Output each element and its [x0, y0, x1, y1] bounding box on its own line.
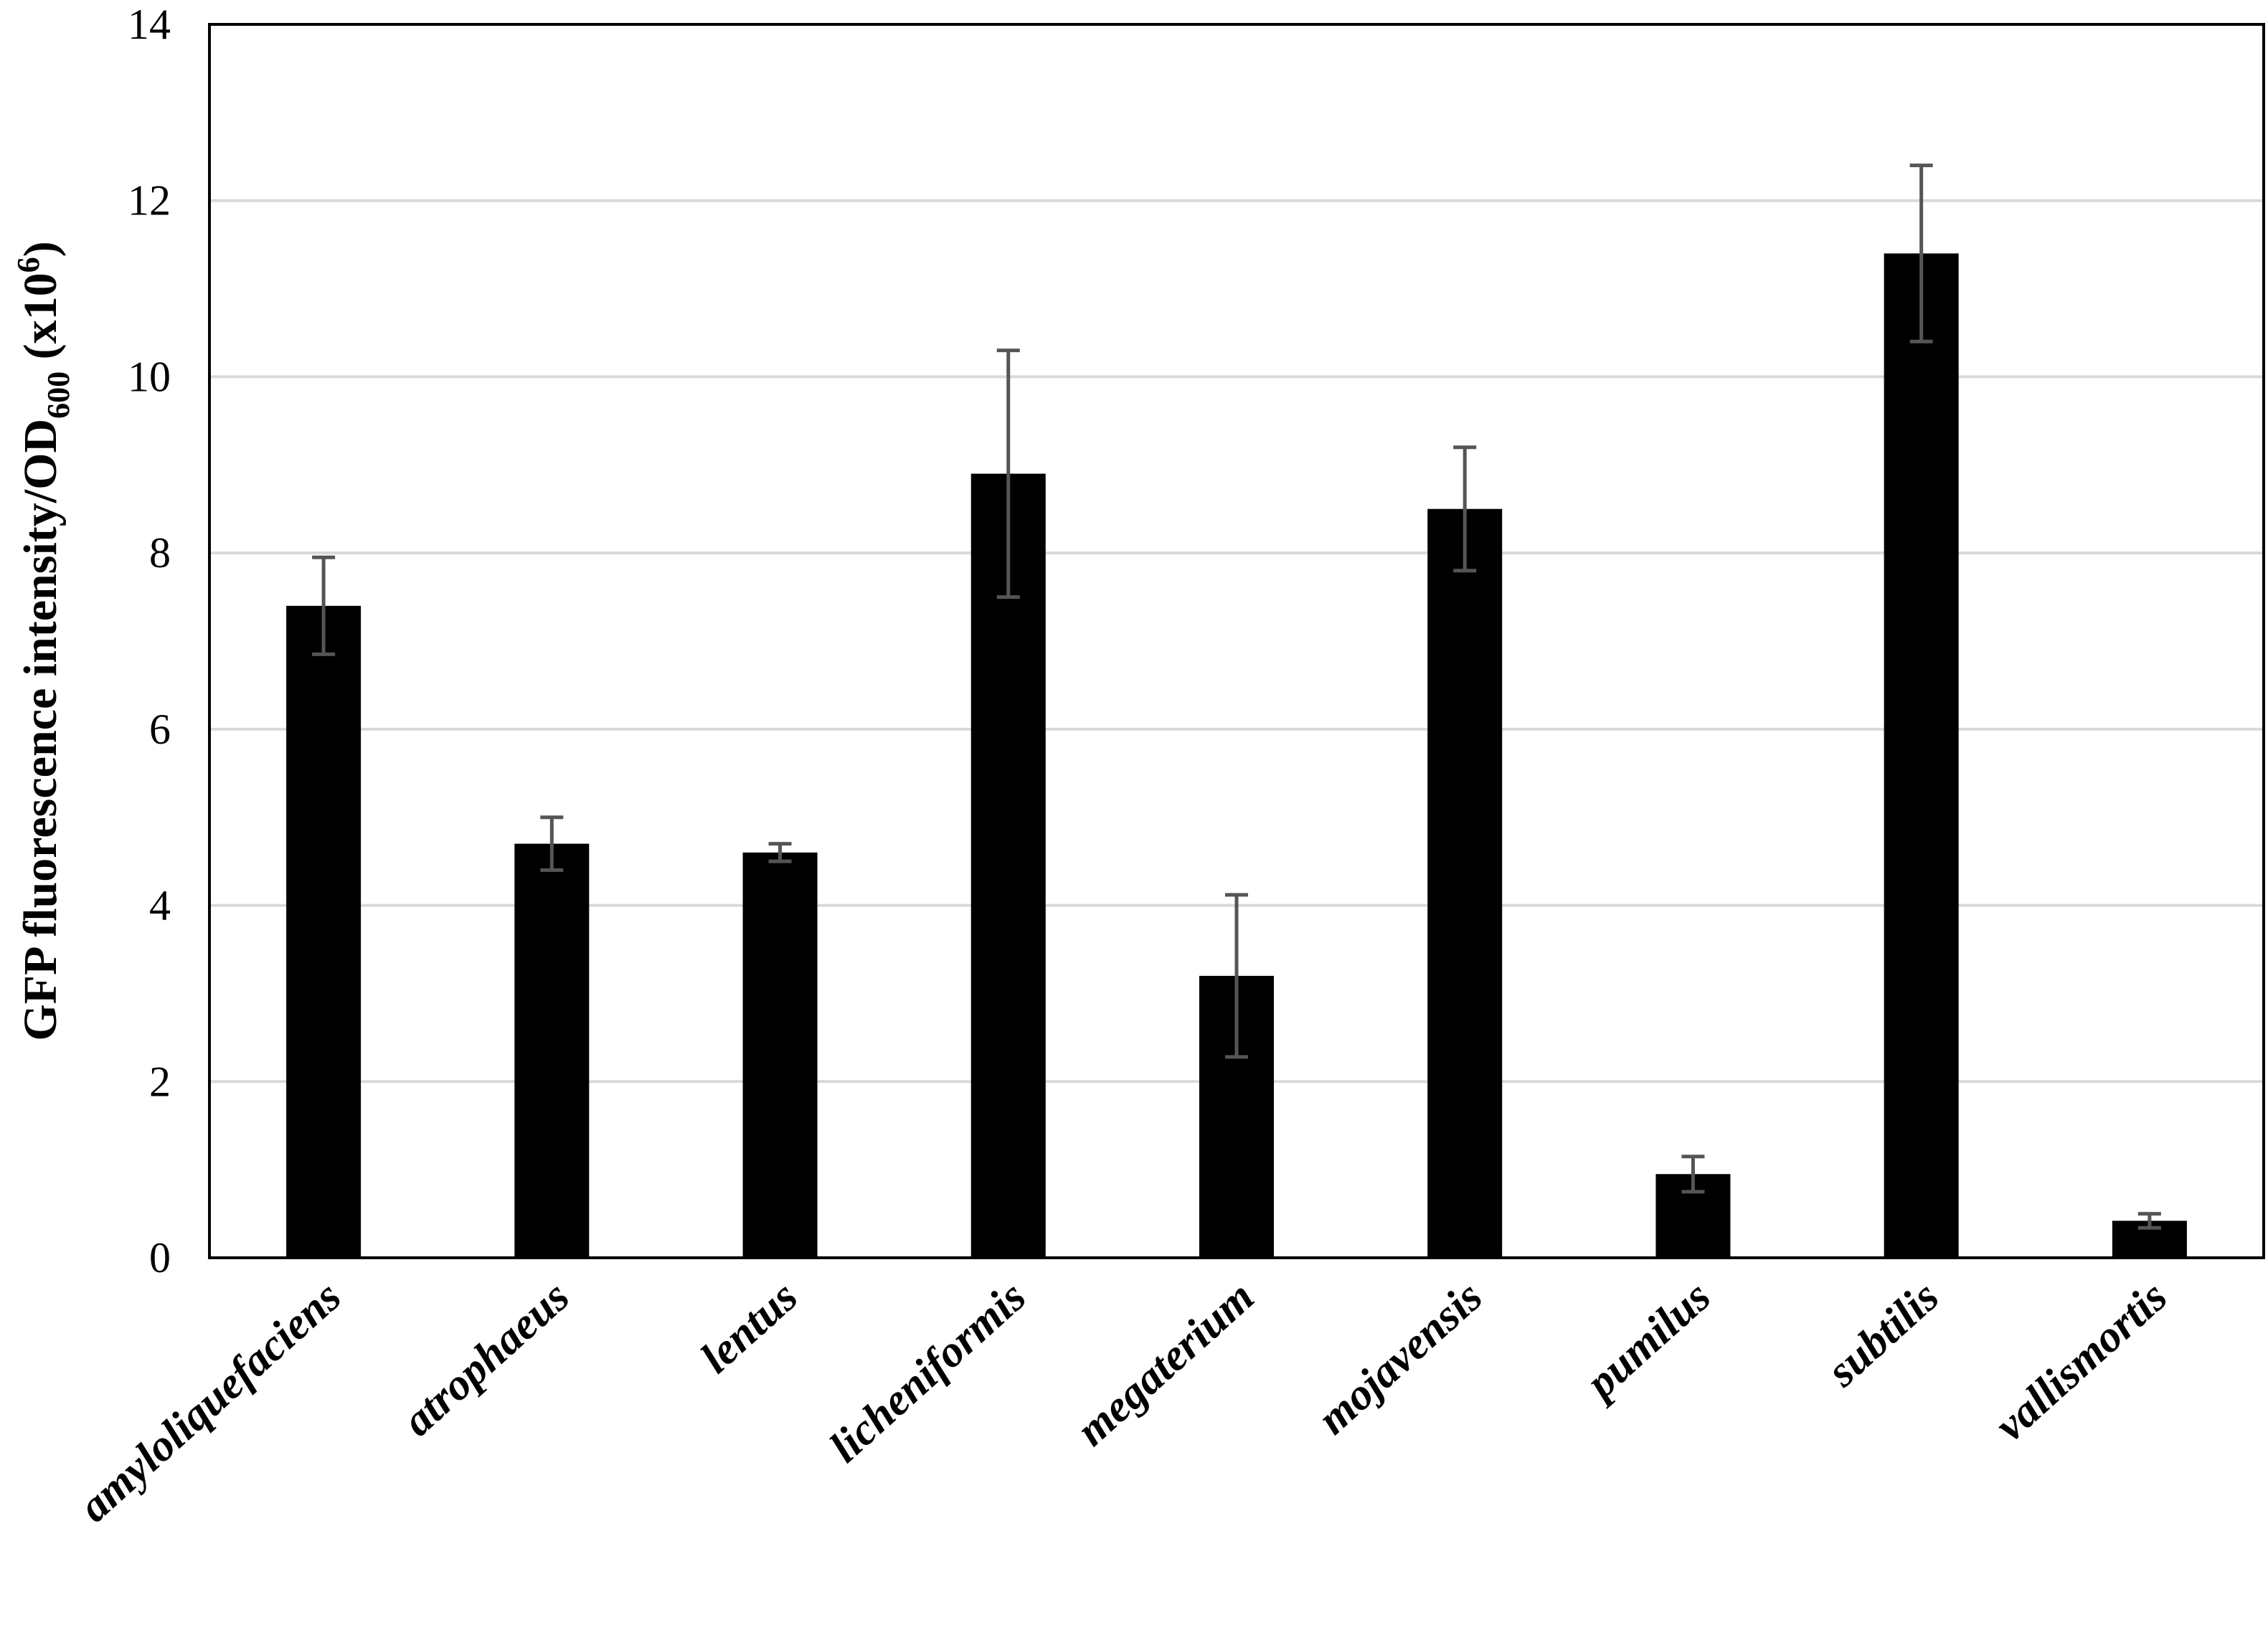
y-tick-label: 4 [149, 882, 171, 929]
x-category-label: lentus [691, 1272, 807, 1383]
y-axis-title-main: GFP fluorescence intensity/OD [14, 419, 67, 1041]
bar-licheniformis [970, 473, 1046, 1258]
y-axis-title-close: ) [14, 241, 67, 257]
x-category-label: pumilus [1574, 1272, 1720, 1410]
y-tick-label: 10 [128, 353, 171, 400]
x-category-label: mojavensis [1308, 1272, 1491, 1444]
error-bar-atrophaeus [540, 815, 564, 872]
error-bars [312, 163, 2161, 1230]
y-axis-title-suffix: (x10 [14, 272, 67, 371]
y-axis-title-superscript: 6 [11, 257, 46, 272]
x-category-label: amyloliquefaciens [70, 1272, 350, 1532]
y-tick-label: 6 [149, 706, 171, 753]
y-tick-label: 8 [149, 529, 171, 577]
bar-atrophaeus [514, 843, 590, 1258]
y-tick-label: 2 [149, 1058, 171, 1105]
x-category-label: subtilis [1818, 1272, 1948, 1396]
y-tick-label: 12 [128, 177, 171, 224]
plot-area-frame [208, 23, 2265, 1259]
error-bar-pumilus [1681, 1155, 1705, 1194]
bar-subtilis [1884, 253, 1959, 1258]
bar-lentus [742, 852, 818, 1258]
x-category-label: licheniformis [821, 1272, 1035, 1472]
x-axis-category-labels: amyloliquefaciens atrophaeus lentus licheni… [70, 1272, 2176, 1532]
y-axis-title: GFP fluorescence intensity/OD600 (x106) [11, 241, 76, 1041]
y-tick-label: 14 [128, 1, 171, 48]
error-bar-amyloliquefaciens [312, 555, 336, 656]
x-category-label: atrophaeus [394, 1272, 579, 1446]
error-bar-licheniformis [996, 349, 1020, 599]
y-axis-title-subscript: 600 [41, 371, 76, 419]
bar-amyloliquefaciens [286, 605, 362, 1258]
y-tick-label: 0 [149, 1234, 171, 1281]
bar-mojavensis [1427, 508, 1503, 1258]
error-bar-lentus [768, 842, 792, 863]
y-axis-tick-labels: 0 2 4 6 8 10 12 14 [128, 1, 171, 1281]
error-bar-megaterium [1225, 893, 1248, 1059]
error-bar-subtilis [1909, 163, 1933, 343]
bars [286, 253, 2187, 1258]
error-bar-vallismortis [2137, 1212, 2161, 1230]
error-bar-mojavensis [1453, 445, 1477, 573]
x-category-label: megaterium [1067, 1272, 1263, 1456]
x-category-label: vallismortis [1986, 1272, 2177, 1451]
